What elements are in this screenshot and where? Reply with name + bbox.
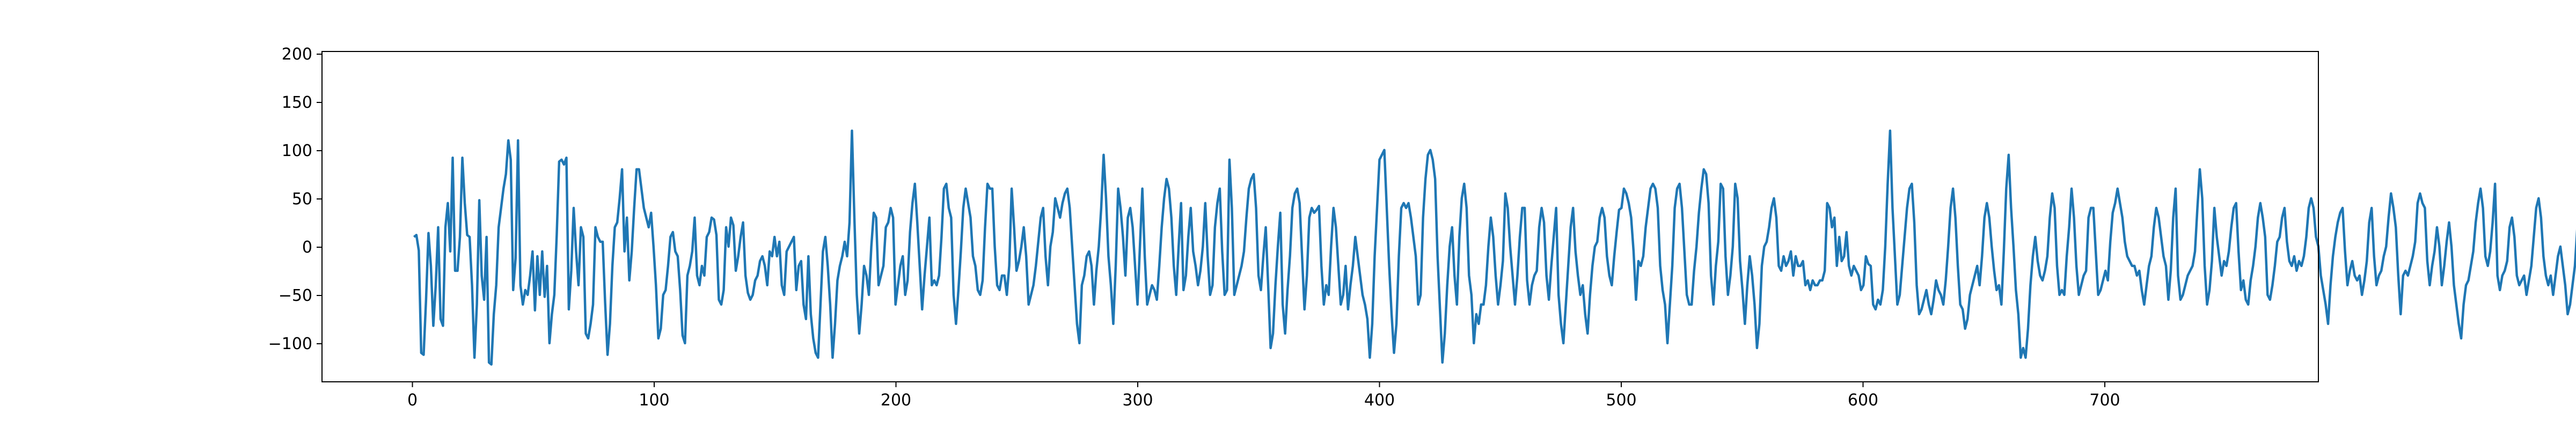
y-tick-label: 50	[292, 190, 312, 209]
y-axis: 200 150 100 50 0 −50 −100	[268, 45, 322, 353]
x-tick-label: 500	[1606, 391, 1636, 410]
y-tick-label: 0	[302, 238, 312, 257]
y-tick-label: 150	[282, 93, 312, 112]
x-tick-label: 100	[639, 391, 669, 410]
series-line	[413, 129, 2576, 366]
plot-area	[413, 129, 2576, 366]
x-tick-label: 300	[1122, 391, 1153, 410]
y-tick-label: 100	[282, 142, 312, 160]
x-tick-label: 400	[1364, 391, 1395, 410]
axes-frame	[321, 51, 2319, 382]
x-tick-label: 0	[407, 391, 418, 410]
x-tick-label: 700	[2089, 391, 2120, 410]
y-tick-label: 200	[282, 45, 312, 64]
y-tick-label: −50	[279, 286, 312, 305]
x-tick-label: 600	[1848, 391, 1878, 410]
x-tick-label: 200	[881, 391, 911, 410]
y-tick-label: −100	[268, 335, 312, 353]
x-axis: 0 100 200 300 400 500 600 700	[407, 382, 2120, 410]
